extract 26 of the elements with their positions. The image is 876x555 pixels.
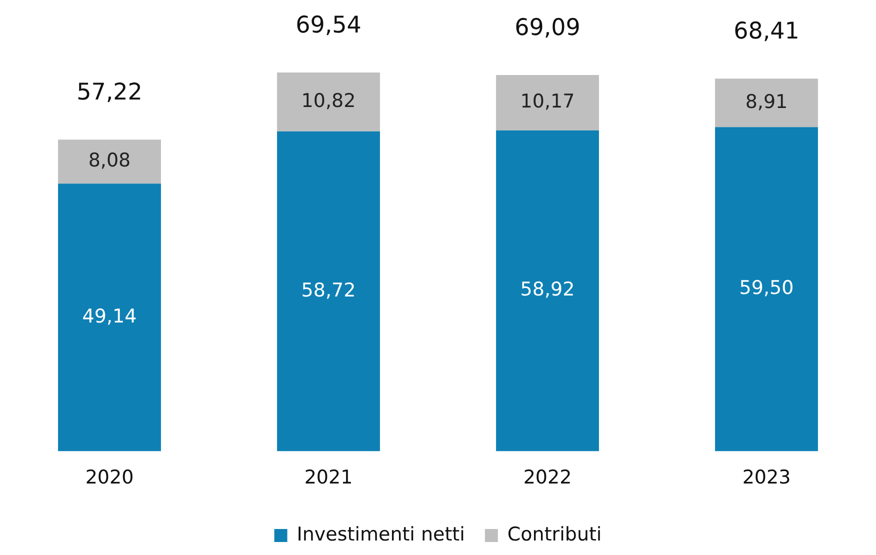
bar	[715, 127, 818, 452]
bar	[496, 130, 599, 452]
bar	[277, 131, 380, 452]
data-label: 58,92	[520, 278, 575, 301]
data-label: 49,14	[82, 305, 137, 328]
x-tick-label: 2022	[523, 466, 572, 489]
legend-label: Investimenti netti	[296, 523, 465, 546]
bar	[715, 78, 818, 128]
legend-label: Contributi	[507, 523, 602, 546]
total-label: 69,54	[296, 12, 362, 38]
data-label: 58,72	[301, 279, 356, 302]
data-label: 59,50	[739, 277, 794, 300]
data-label: 10,17	[520, 90, 575, 113]
data-label: 10,82	[301, 90, 356, 112]
bar	[58, 140, 161, 184]
x-tick-label: 2023	[742, 466, 791, 489]
bar	[58, 184, 161, 452]
x-tick-label: 2020	[85, 466, 134, 489]
total-label: 68,41	[734, 18, 800, 45]
data-label: 8,91	[745, 90, 788, 113]
bar	[277, 72, 380, 132]
total-label: 69,09	[514, 14, 580, 41]
total-label: 57,22	[76, 80, 142, 106]
x-tick-label: 2021	[304, 466, 353, 489]
data-label: 8,08	[88, 150, 131, 172]
bar	[496, 74, 599, 130]
